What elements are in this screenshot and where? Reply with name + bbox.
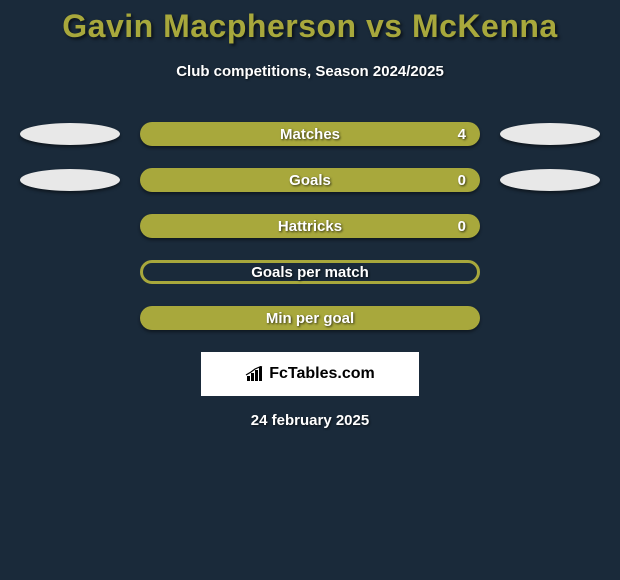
date-label: 24 february 2025 [0,412,620,429]
stat-label: Hattricks [278,218,342,235]
stat-row: Goals per match [0,260,620,284]
page-title: Gavin Macpherson vs McKenna [0,8,620,45]
logo-content: FcTables.com [245,365,375,383]
stat-label: Matches [280,126,340,143]
stat-bar: Min per goal [140,306,480,330]
stat-rows: Matches 4 Goals 0 Hattricks 0 [0,122,620,330]
stat-bar: Matches 4 [140,122,480,146]
stat-row: Hattricks 0 [0,214,620,238]
left-oval [20,123,120,145]
stat-row: Min per goal [0,306,620,330]
left-oval [20,169,120,191]
infographic-container: Gavin Macpherson vs McKenna Club competi… [0,0,620,429]
stat-bar: Hattricks 0 [140,214,480,238]
stat-label: Goals [289,172,331,189]
logo-box: FcTables.com [201,352,419,396]
stat-row: Matches 4 [0,122,620,146]
bar-chart-icon [245,366,265,382]
stat-row: Goals 0 [0,168,620,192]
stat-bar: Goals 0 [140,168,480,192]
subtitle: Club competitions, Season 2024/2025 [0,63,620,80]
stat-value: 4 [458,126,466,143]
stat-bar: Goals per match [140,260,480,284]
stat-value: 0 [458,172,466,189]
stat-value: 0 [458,218,466,235]
logo-text: FcTables.com [269,365,375,383]
right-oval [500,169,600,191]
right-oval [500,123,600,145]
stat-label: Min per goal [266,310,354,327]
stat-label: Goals per match [251,264,369,281]
